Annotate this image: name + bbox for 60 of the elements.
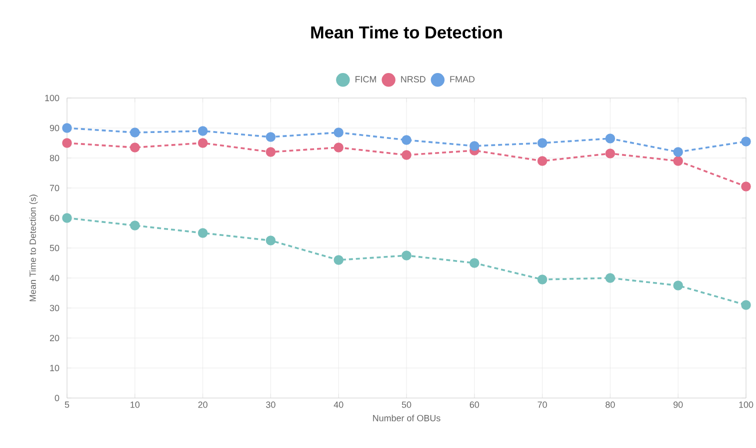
x-tick-label: 80 [606,402,615,408]
x-tick-label: 5 [64,402,70,408]
legend-label: FICM [356,76,376,82]
x-axis-title: Number of OBUs [373,414,440,422]
point [62,123,72,133]
point [402,150,412,160]
point [62,213,72,223]
x-tick-label: 70 [538,402,547,408]
point [266,236,276,246]
y-tick-label: 40 [50,274,60,282]
point [741,300,751,310]
point [470,141,480,151]
y-tick-label: 70 [50,184,60,192]
point [741,136,751,146]
point [605,148,616,158]
y-tick-label: 90 [50,124,60,132]
point [198,228,208,238]
point [402,135,412,145]
point [537,138,548,148]
y-axis-title: Mean Time to Detection (s) [29,194,38,302]
x-tick-label: 100 [739,402,754,408]
point [402,250,412,260]
point [334,128,344,138]
chart-title: Mean Time to Detection [311,26,502,38]
point [741,182,751,192]
legend-label: FMAD [450,76,475,82]
y-tick-label: 60 [50,214,60,222]
point [198,126,208,136]
y-tick-label: 100 [45,94,60,102]
point [130,128,140,138]
point [537,274,548,284]
point [470,258,480,268]
x-tick-label: 90 [674,402,683,408]
y-tick-label: 80 [50,154,60,162]
legend-label: NRSD [401,76,426,82]
point [605,134,616,144]
point [130,220,140,230]
point [334,142,344,152]
point [266,147,276,157]
y-tick-label: 10 [50,364,60,372]
point [605,273,616,283]
y-tick-label: 50 [50,244,60,252]
x-tick-label: 40 [334,402,344,408]
x-tick-label: 50 [402,402,412,408]
y-tick-label: 0 [54,394,60,402]
y-tick-label: 30 [50,304,60,312]
point [62,138,72,148]
point [198,138,208,148]
point [673,147,683,157]
point [673,280,683,290]
point [130,142,140,152]
x-tick-label: 30 [266,402,276,408]
point [537,156,548,166]
x-tick-label: 20 [198,402,208,408]
point [334,255,344,265]
x-tick-label: 10 [130,402,140,408]
point [266,132,276,142]
point [673,156,683,166]
y-tick-label: 20 [50,334,60,342]
x-tick-label: 60 [470,402,480,408]
